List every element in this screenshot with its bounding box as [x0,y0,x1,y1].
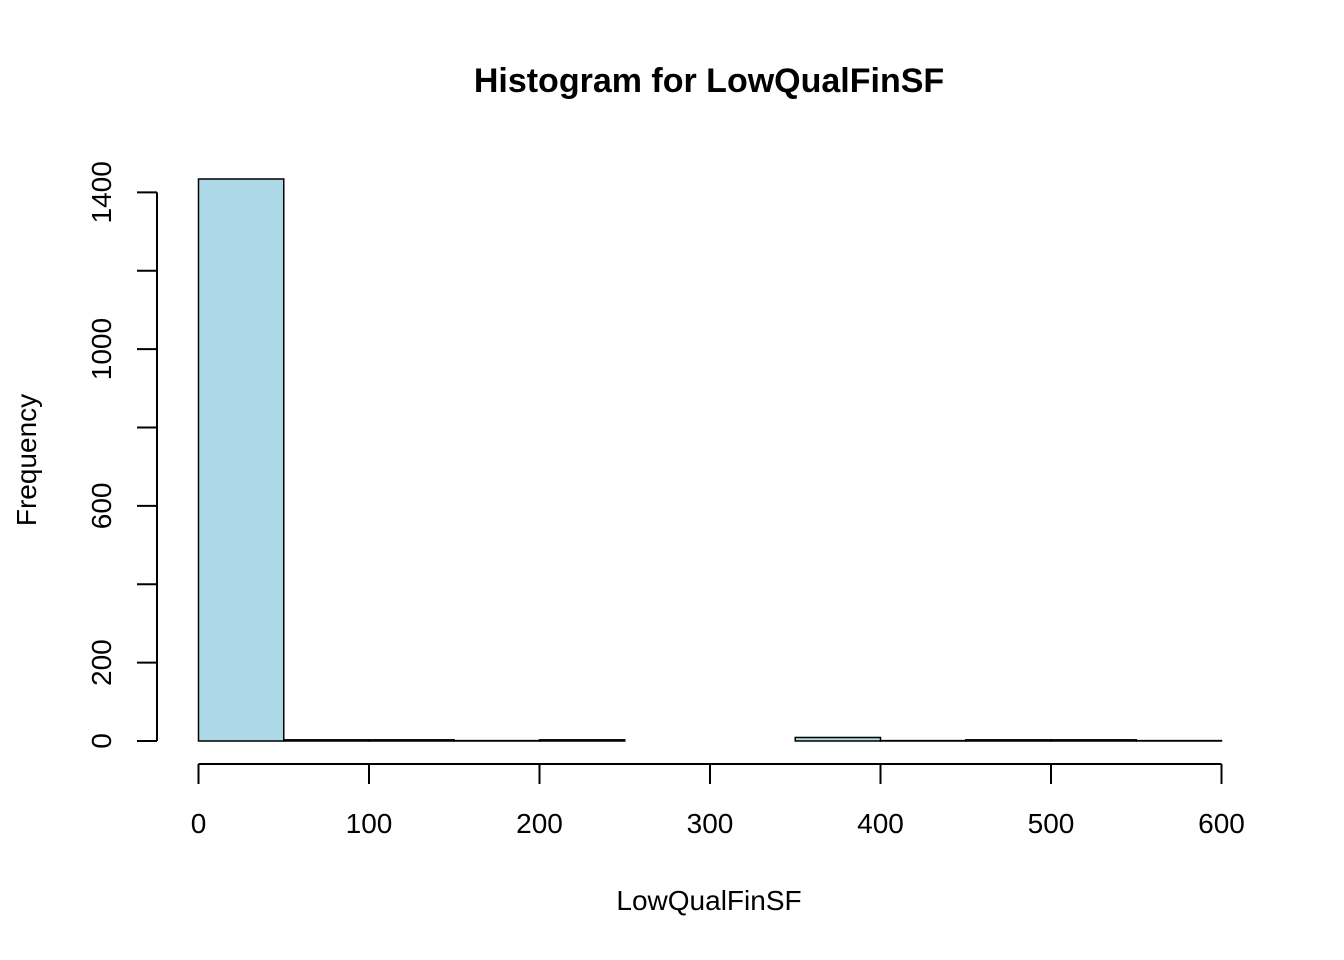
x-tick-label: 100 [346,808,393,839]
y-axis: 0 200 600 1000 1400 [86,161,158,749]
y-tick-label: 1400 [86,161,117,223]
histogram-bar [197,178,285,742]
y-tick-label: 600 [86,482,117,529]
x-axis: 0 100 200 300 400 500 600 [191,763,1245,839]
x-tick-label: 500 [1028,808,1075,839]
y-axis-label: Frequency [11,394,42,526]
histogram-bar [368,739,455,742]
y-tick-label: 1000 [86,318,117,380]
x-axis-label: LowQualFinSF [616,885,801,916]
x-tick-label: 200 [516,808,563,839]
y-tick-label: 0 [86,733,117,749]
x-tick-label: 300 [687,808,734,839]
x-tick-label: 400 [857,808,904,839]
histogram-bar [538,739,626,742]
x-tick-label: 0 [191,808,207,839]
x-tick-label: 600 [1198,808,1245,839]
bars [197,178,1223,742]
chart-title: Histogram for LowQualFinSF [474,62,944,100]
y-tick-label: 200 [86,639,117,686]
histogram-bar [965,739,1052,742]
histogram-bar [283,739,370,742]
histogram-bar [794,736,882,742]
histogram-bar [1050,739,1137,742]
